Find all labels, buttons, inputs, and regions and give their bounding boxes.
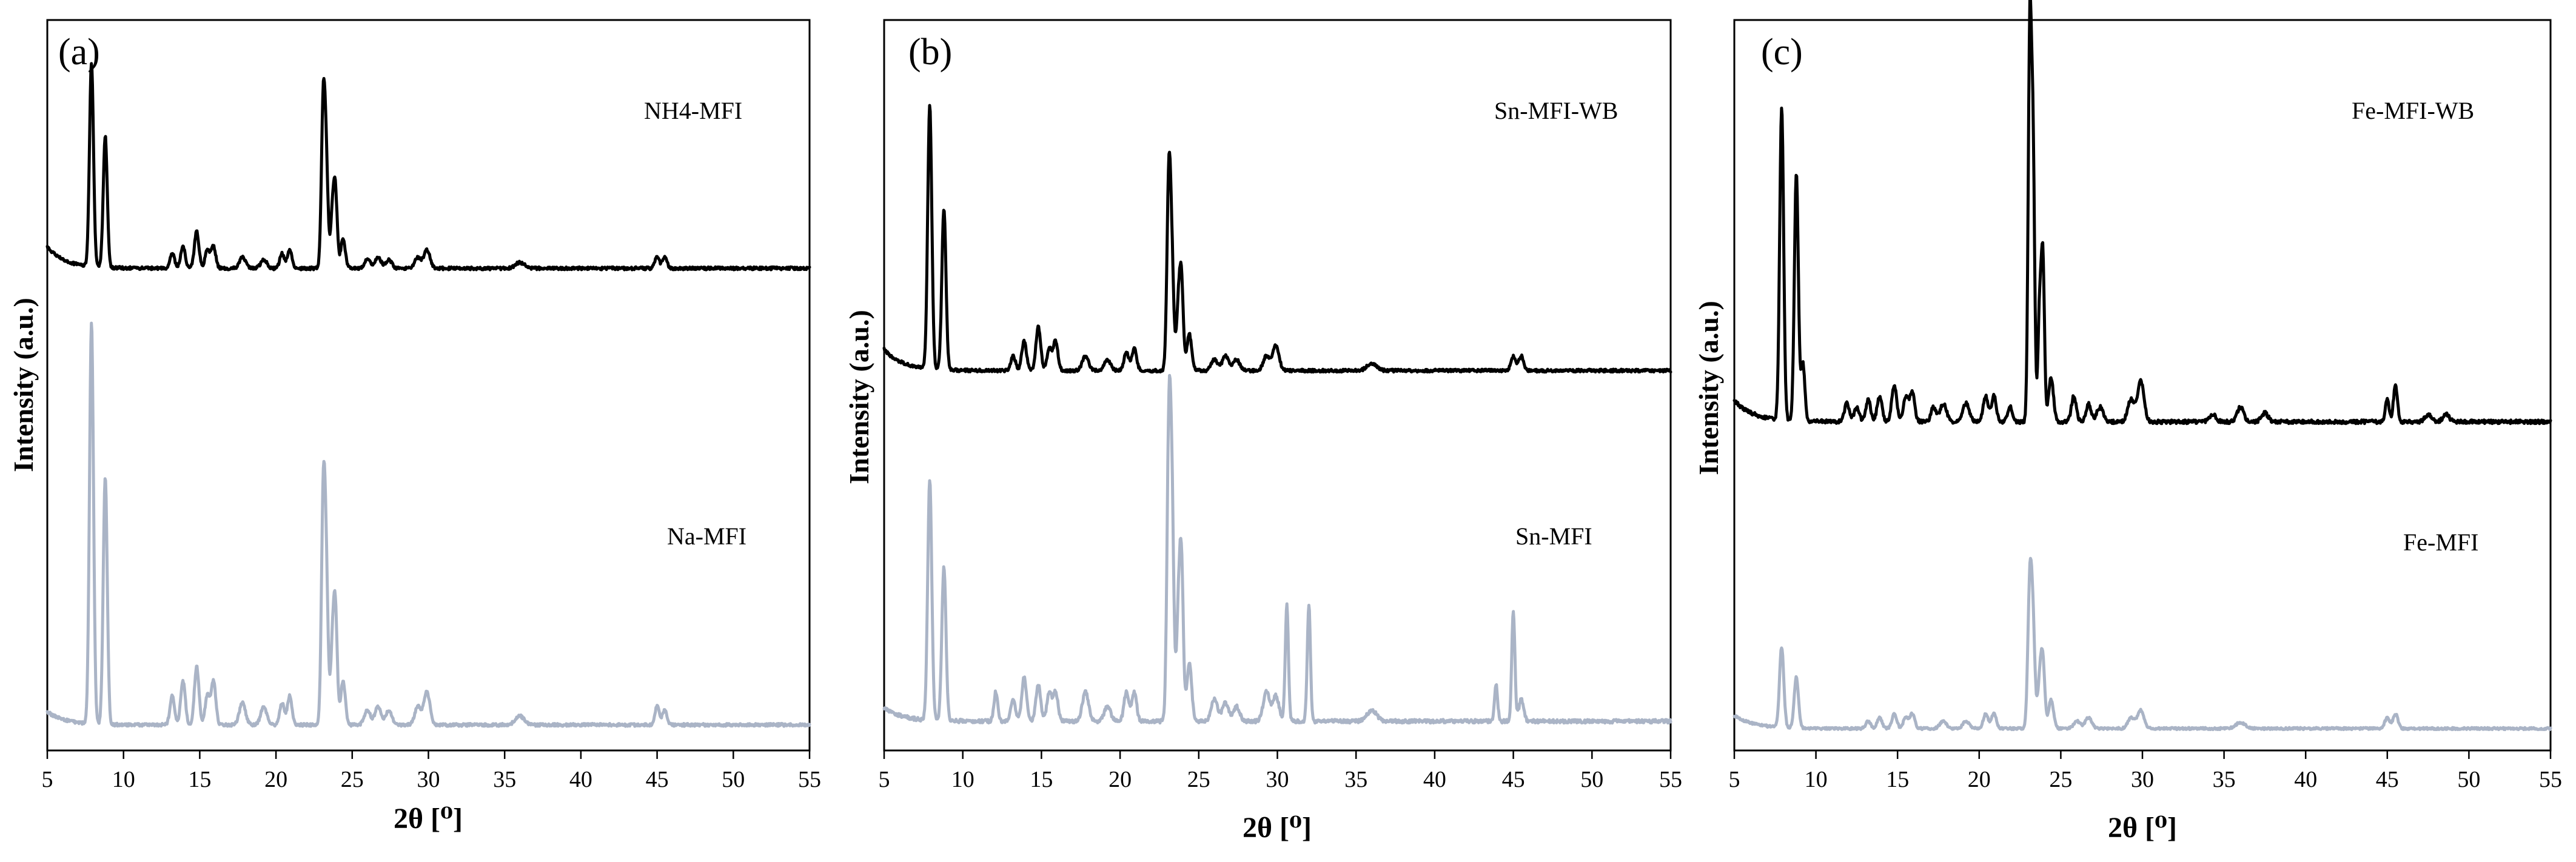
series-label-bottom: Fe-MFI — [2403, 529, 2478, 556]
x-tick-label: 40 — [569, 767, 592, 792]
x-tick-label: 15 — [1030, 767, 1053, 792]
x-axis-label: 2θ [⁰] — [1243, 812, 1312, 844]
x-tick-label: 20 — [1109, 767, 1132, 792]
x-tick-label: 20 — [264, 767, 287, 792]
panel-a: (a) NH4-MFI Na-MFI 2θ [⁰] Intensity (a.u… — [8, 19, 821, 835]
x-tick-label: 50 — [722, 767, 745, 792]
panel-label: (a) — [58, 32, 100, 73]
series-label-bottom: Sn-MFI — [1515, 523, 1592, 550]
x-tick-label: 5 — [1729, 767, 1740, 792]
series-line-top — [45, 62, 811, 272]
x-tick-label: 35 — [1344, 767, 1367, 792]
panel-label: (b) — [908, 32, 952, 73]
x-tick-label: 45 — [1502, 767, 1525, 792]
traces — [1732, 0, 2552, 732]
x-tick-label: 10 — [951, 767, 974, 792]
y-axis-label: Intensity (a.u.) — [844, 310, 874, 484]
series-label-bottom: Na-MFI — [667, 523, 746, 550]
series-label-top: Fe-MFI-WB — [2352, 97, 2474, 124]
x-tick-label: 55 — [2539, 767, 2562, 792]
x-tick-label: 10 — [112, 767, 135, 792]
x-tick-label: 30 — [417, 767, 440, 792]
x-tick-label: 10 — [1805, 767, 1828, 792]
x-axis-ticks: 5 10 15 20 25 30 35 40 45 50 55 — [42, 750, 821, 792]
x-axis-label: 2θ [⁰] — [394, 803, 463, 835]
traces — [45, 62, 811, 728]
series-line-top — [1732, 0, 2552, 426]
panel-b: (b) Sn-MFI-WB Sn-MFI 2θ [⁰] Intensity (a… — [844, 19, 1682, 844]
series-line-bottom — [882, 373, 1672, 725]
x-tick-label: 5 — [879, 767, 890, 792]
plot-frame — [46, 19, 811, 752]
y-axis-label: Intensity (a.u.) — [1693, 301, 1724, 475]
plot-frame — [883, 19, 1672, 752]
y-axis-label: Intensity (a.u.) — [8, 298, 39, 472]
x-tick-label: 45 — [646, 767, 669, 792]
x-tick-label: 25 — [1187, 767, 1210, 792]
x-tick-label: 50 — [1580, 767, 1603, 792]
x-tick-label: 40 — [2294, 767, 2317, 792]
x-axis-ticks: 5 10 15 20 25 30 35 40 45 50 55 — [879, 750, 1682, 792]
x-axis-ticks: 5 10 15 20 25 30 35 40 45 50 55 — [1729, 750, 2562, 792]
x-tick-label: 55 — [1659, 767, 1682, 792]
x-tick-label: 30 — [2131, 767, 2154, 792]
series-label-top: NH4-MFI — [644, 97, 742, 124]
panel-label: (c) — [1761, 32, 1803, 73]
x-tick-label: 20 — [1968, 767, 1991, 792]
series-label-top: Sn-MFI-WB — [1494, 97, 1618, 124]
series-line-bottom — [1732, 556, 2552, 732]
x-tick-label: 50 — [2457, 767, 2480, 792]
x-tick-label: 40 — [1423, 767, 1446, 792]
traces — [882, 104, 1672, 725]
x-tick-label: 55 — [798, 767, 821, 792]
series-line-top — [882, 104, 1672, 374]
series-line-bottom — [45, 321, 811, 728]
x-tick-label: 5 — [42, 767, 53, 792]
x-tick-label: 45 — [2376, 767, 2399, 792]
x-tick-label: 25 — [2049, 767, 2072, 792]
x-tick-label: 35 — [2213, 767, 2236, 792]
x-tick-label: 15 — [188, 767, 211, 792]
x-tick-label: 25 — [341, 767, 364, 792]
x-tick-label: 30 — [1266, 767, 1289, 792]
x-tick-label: 35 — [493, 767, 516, 792]
x-axis-label: 2θ [⁰] — [2108, 812, 2177, 844]
panel-c: (c) Fe-MFI-WB Fe-MFI 2θ [⁰] Intensity (a… — [1693, 0, 2562, 844]
x-tick-label: 15 — [1886, 767, 1909, 792]
